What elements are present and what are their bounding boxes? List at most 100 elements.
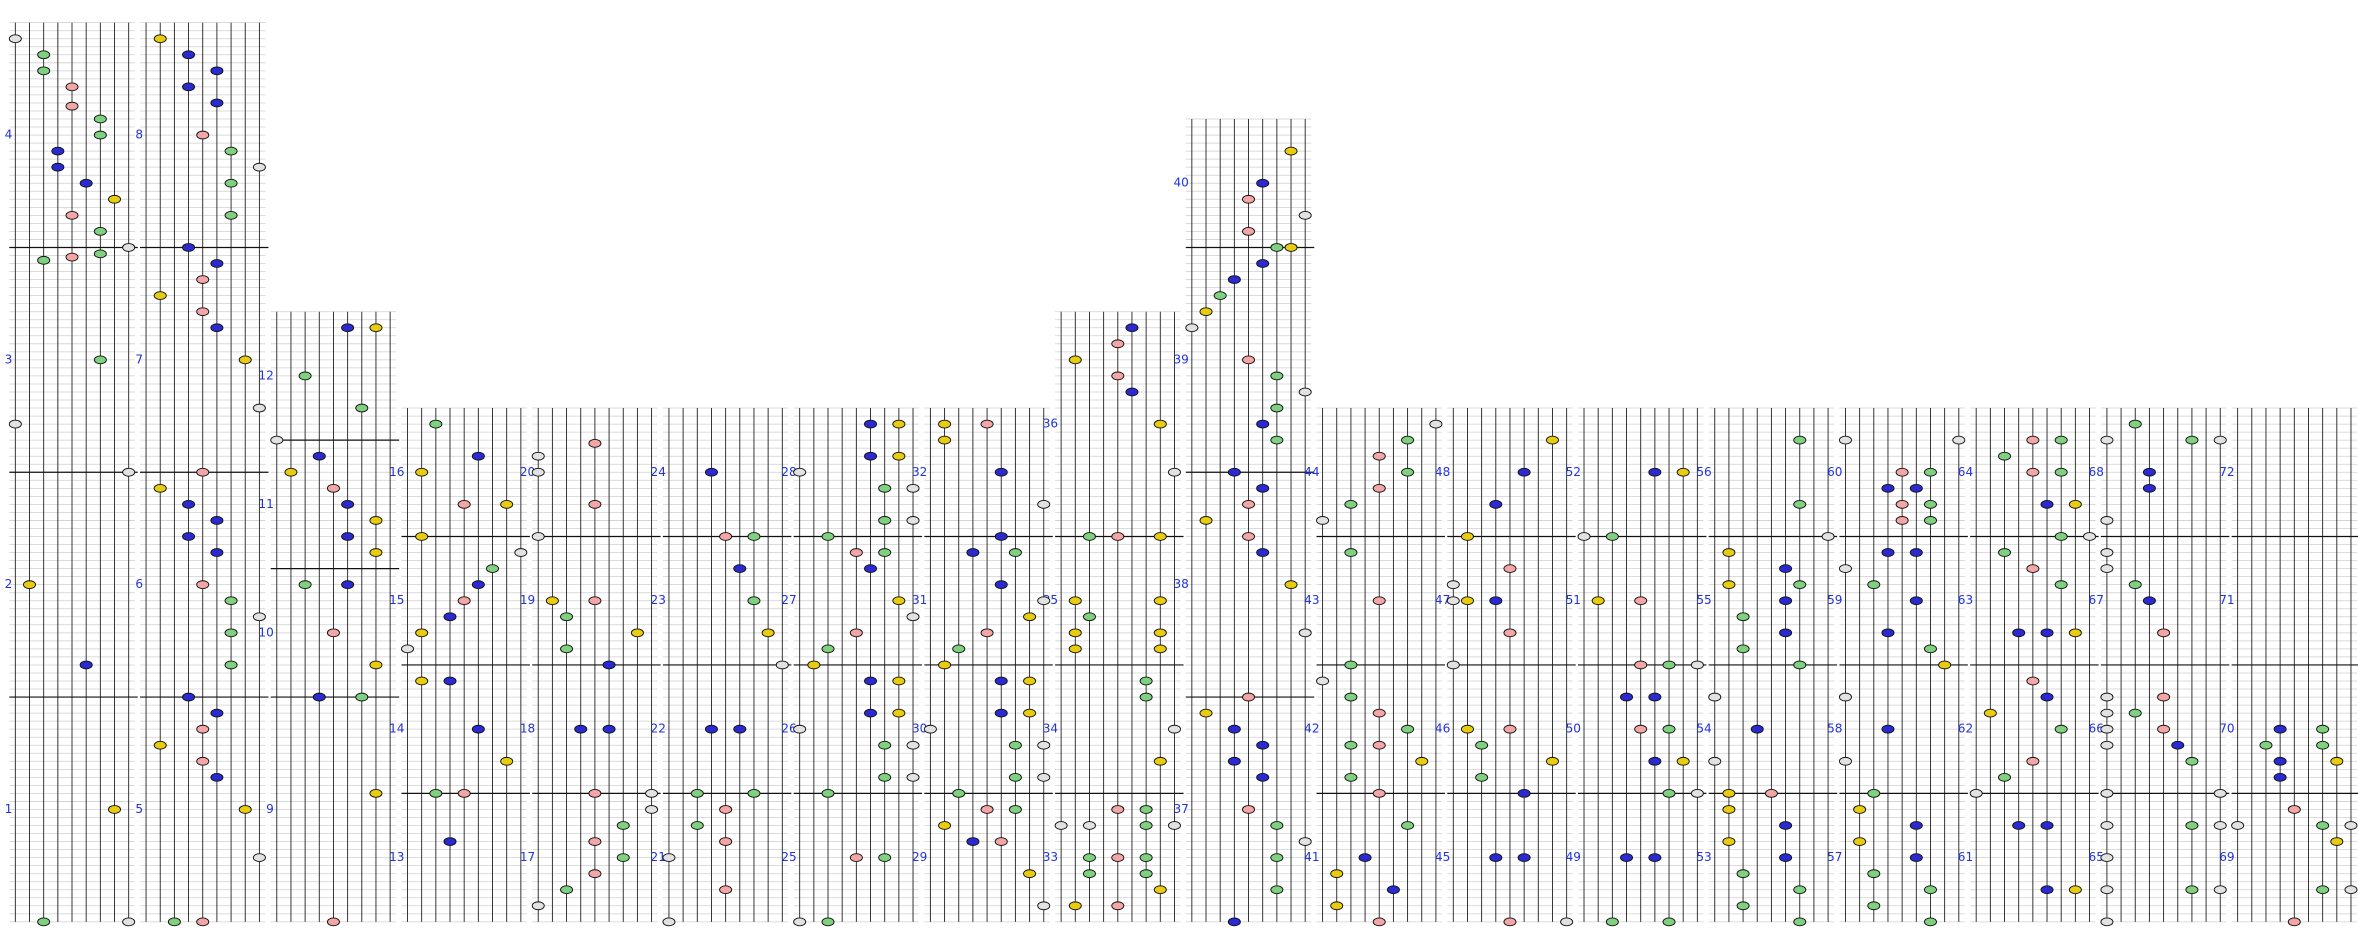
note bbox=[1838, 435, 1852, 445]
note bbox=[1054, 821, 1068, 830]
measure-number: 72 bbox=[2219, 465, 2234, 479]
note bbox=[588, 499, 602, 509]
note bbox=[1545, 756, 1559, 766]
note bbox=[2142, 467, 2156, 477]
note bbox=[415, 532, 429, 541]
note bbox=[1446, 580, 1460, 590]
measure-number: 71 bbox=[2219, 593, 2234, 607]
measure-number: 37 bbox=[1173, 802, 1188, 816]
note bbox=[1167, 821, 1181, 830]
note bbox=[1517, 789, 1531, 798]
measure-number: 53 bbox=[1696, 850, 1711, 864]
note bbox=[1227, 467, 1241, 477]
note bbox=[864, 708, 878, 718]
note bbox=[747, 789, 761, 798]
note bbox=[401, 644, 415, 654]
note bbox=[1111, 339, 1125, 349]
note bbox=[415, 467, 429, 477]
note bbox=[1867, 901, 1881, 911]
note bbox=[1560, 917, 1574, 927]
note bbox=[892, 676, 906, 686]
note bbox=[2100, 516, 2114, 525]
note bbox=[457, 596, 471, 606]
note bbox=[1881, 548, 1895, 557]
note bbox=[457, 499, 471, 509]
note bbox=[1199, 708, 1213, 718]
note bbox=[224, 660, 238, 670]
note bbox=[1736, 901, 1750, 911]
note bbox=[2316, 885, 2330, 895]
note bbox=[923, 724, 937, 734]
note bbox=[1344, 660, 1358, 670]
note bbox=[1867, 789, 1881, 798]
measure-number: 29 bbox=[912, 850, 927, 864]
note bbox=[1270, 885, 1284, 895]
note bbox=[1242, 805, 1256, 814]
note bbox=[2316, 740, 2330, 750]
note bbox=[2100, 564, 2114, 573]
note bbox=[210, 98, 224, 108]
note bbox=[1793, 580, 1807, 590]
note bbox=[980, 805, 994, 814]
note bbox=[1185, 323, 1199, 333]
note bbox=[1167, 724, 1181, 734]
note bbox=[1068, 355, 1082, 365]
note bbox=[1881, 628, 1895, 638]
note bbox=[1503, 724, 1517, 734]
note bbox=[1111, 371, 1125, 381]
note bbox=[878, 483, 892, 493]
note bbox=[2157, 628, 2171, 638]
note bbox=[196, 130, 210, 140]
note bbox=[1676, 756, 1690, 766]
note bbox=[1153, 628, 1167, 638]
note bbox=[560, 885, 574, 895]
note bbox=[2128, 580, 2142, 590]
measure-number: 33 bbox=[1043, 850, 1058, 864]
note bbox=[1344, 772, 1358, 782]
note bbox=[1793, 435, 1807, 445]
note bbox=[1111, 853, 1125, 863]
note bbox=[182, 243, 196, 252]
note bbox=[906, 740, 920, 750]
note bbox=[1648, 756, 1662, 766]
note bbox=[1008, 772, 1022, 782]
note bbox=[1764, 789, 1778, 798]
note bbox=[210, 708, 224, 718]
note bbox=[1662, 917, 1676, 927]
note bbox=[1591, 596, 1605, 606]
note bbox=[182, 82, 196, 92]
note bbox=[690, 821, 704, 830]
note bbox=[1139, 805, 1153, 814]
note bbox=[182, 692, 196, 702]
measure-number: 64 bbox=[1958, 465, 1973, 479]
note bbox=[1503, 917, 1517, 927]
measure-number: 40 bbox=[1173, 176, 1188, 190]
note bbox=[878, 853, 892, 863]
measure-number: 63 bbox=[1958, 593, 1973, 607]
note bbox=[1372, 708, 1386, 718]
note bbox=[79, 660, 93, 670]
note bbox=[210, 66, 224, 76]
note bbox=[93, 227, 107, 236]
note bbox=[2026, 435, 2040, 445]
note bbox=[1446, 596, 1460, 606]
note bbox=[821, 917, 835, 927]
note bbox=[196, 307, 210, 317]
note bbox=[1793, 885, 1807, 895]
note bbox=[966, 837, 980, 846]
measure-number: 17 bbox=[520, 850, 535, 864]
note bbox=[588, 837, 602, 846]
measure-number: 14 bbox=[389, 722, 404, 736]
note bbox=[443, 676, 457, 686]
note bbox=[2100, 740, 2114, 750]
note bbox=[210, 516, 224, 525]
note bbox=[793, 467, 807, 477]
note bbox=[1475, 740, 1489, 750]
note bbox=[1577, 532, 1591, 541]
measure-number: 66 bbox=[2089, 722, 2104, 736]
note bbox=[1344, 692, 1358, 702]
note bbox=[224, 210, 238, 220]
note bbox=[1793, 499, 1807, 509]
note bbox=[1372, 483, 1386, 493]
note bbox=[938, 660, 952, 670]
